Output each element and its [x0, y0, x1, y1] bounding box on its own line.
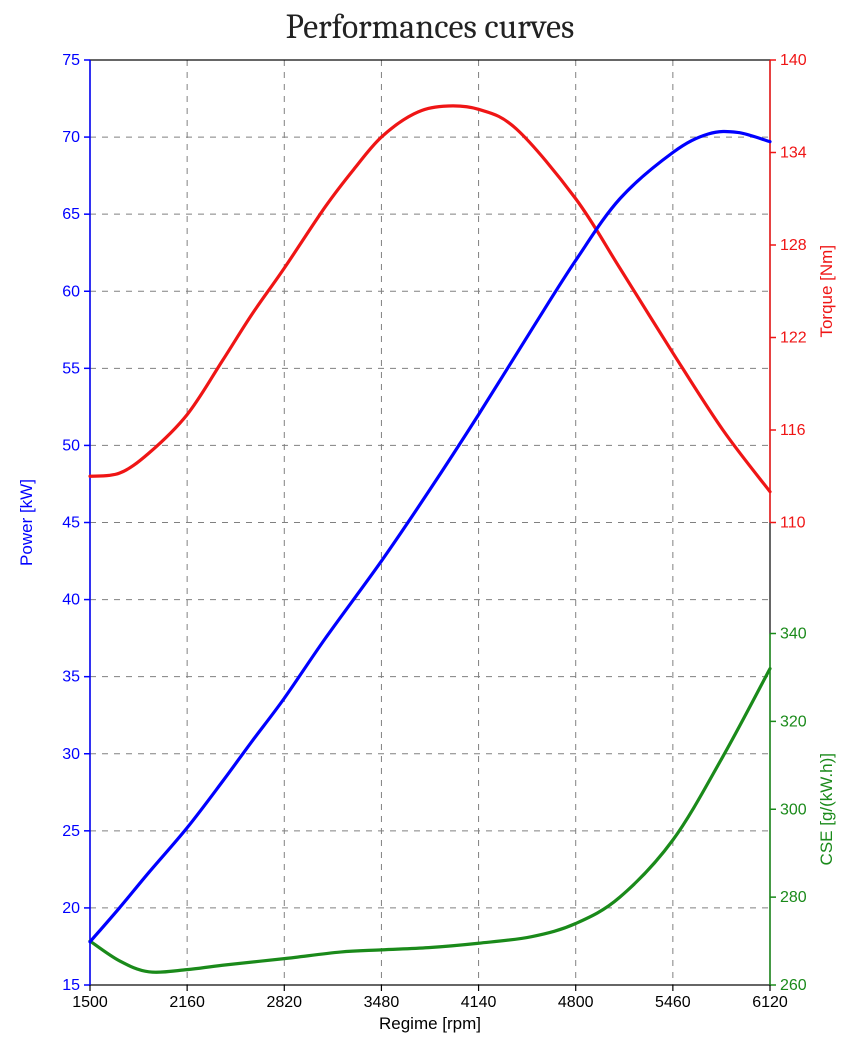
y-left-tick: 15 — [62, 977, 80, 994]
y-right-bottom-tick: 340 — [780, 626, 807, 643]
y-left-tick: 50 — [62, 437, 80, 454]
y-left-label: Power [kW] — [17, 479, 36, 566]
y-left-tick: 65 — [62, 206, 80, 223]
x-tick: 2820 — [266, 994, 302, 1011]
y-left-tick: 75 — [62, 52, 80, 69]
y-right-top-tick: 110 — [780, 515, 806, 532]
x-label: Regime [rpm] — [379, 1014, 481, 1033]
y-left-tick: 45 — [62, 515, 80, 532]
y-right-bottom-tick: 260 — [780, 977, 807, 994]
y-right-top-tick: 116 — [780, 422, 806, 439]
y-left-tick: 35 — [62, 669, 80, 686]
x-tick: 4800 — [558, 994, 594, 1011]
y-left-tick: 60 — [62, 283, 80, 300]
x-tick: 2160 — [169, 994, 205, 1011]
x-tick: 6120 — [752, 994, 788, 1011]
y-right-bottom-tick: 280 — [780, 889, 807, 906]
x-tick: 5460 — [655, 994, 691, 1011]
performance-chart: Performances curves 15 20 25 30 35 40 45 50 55 60 6… — [0, 0, 859, 1044]
y-left-tick: 30 — [62, 746, 80, 763]
chart-title: Performances curves — [286, 7, 575, 47]
y-left-tick: 20 — [62, 900, 80, 917]
y-left-tick: 55 — [62, 360, 80, 377]
y-right-bottom-tick: 320 — [780, 713, 807, 730]
y-right-top-label: Torque [Nm] — [817, 245, 836, 338]
y-right-top-tick: 128 — [780, 237, 807, 254]
x-tick: 4140 — [461, 994, 497, 1011]
y-left-tick: 70 — [62, 129, 80, 146]
y-right-top-tick: 122 — [780, 330, 807, 347]
x-tick: 3480 — [364, 994, 400, 1011]
y-left-tick: 40 — [62, 592, 80, 609]
y-right-bottom-tick: 300 — [780, 801, 807, 818]
y-left-tick: 25 — [62, 823, 80, 840]
y-right-top-tick: 140 — [780, 52, 807, 69]
chart-container: Performances curves 15 20 25 30 35 40 45 50 55 60 6… — [0, 0, 859, 1044]
y-right-top-tick: 134 — [780, 145, 807, 162]
y-right-bottom-label: CSE [g/(kW.h)] — [817, 753, 836, 865]
x-tick: 1500 — [72, 994, 108, 1011]
